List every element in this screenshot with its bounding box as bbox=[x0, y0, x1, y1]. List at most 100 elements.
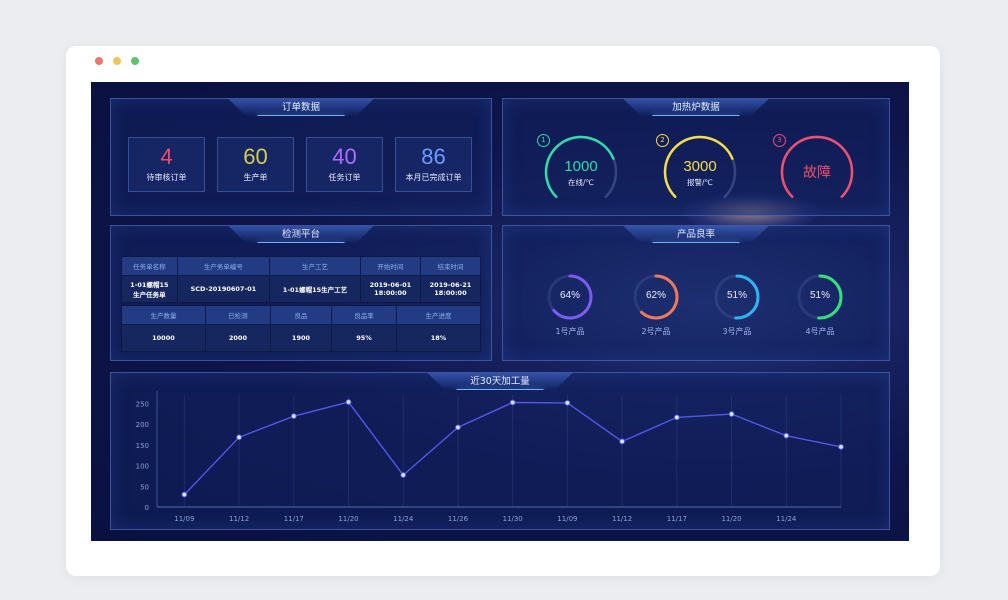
yield-percent: 62% bbox=[645, 290, 666, 301]
order-stat-card: 86 本月已完成订单 bbox=[395, 137, 472, 192]
x-tick-label: 11/26 bbox=[448, 515, 469, 523]
data-point bbox=[345, 399, 352, 405]
furnace-gauge: 1 1000 在线/℃ bbox=[537, 132, 621, 207]
ring-fill bbox=[640, 274, 679, 320]
order-stat-card: 60 生产单 bbox=[217, 137, 294, 192]
x-tick-label: 11/09 bbox=[557, 515, 577, 523]
ring-fill bbox=[817, 274, 843, 320]
minimize-dot-icon[interactable] bbox=[113, 57, 121, 65]
yield-percent: 64% bbox=[559, 290, 580, 301]
x-tick-label: 11/30 bbox=[503, 515, 523, 523]
maximize-dot-icon[interactable] bbox=[131, 57, 139, 65]
data-point bbox=[838, 443, 844, 450]
orders-panel: 订单数据 4 待审核订单 60 生产单 40 任务订单 86 本月已完成订单 bbox=[110, 98, 492, 216]
order-stat-value: 86 bbox=[421, 144, 446, 169]
processing-line-chart: 0 50 100 150 200 250 11/09 11/12 11/17 11/20 11/24… bbox=[136, 391, 844, 523]
inspection-panel: 检测平台 任务单名称 生产务单编号 生产工艺 开始时间 结束时间 1-01螺帽15 生产任… bbox=[110, 225, 492, 361]
data-point bbox=[236, 434, 242, 441]
gauge-index-badge: 3 bbox=[773, 134, 786, 147]
furnace-gauge: 2 3000 报警/℃ bbox=[656, 132, 740, 207]
gauge-fill bbox=[780, 135, 854, 198]
order-stat-card: 40 任务订单 bbox=[306, 137, 383, 192]
data-point bbox=[564, 399, 571, 406]
y-tick-label: 0 bbox=[145, 504, 149, 512]
table-value-cell: 1-01螺帽15生产工艺 bbox=[269, 275, 361, 303]
table-value-cell: 1900 bbox=[269, 324, 332, 352]
table-header-cell: 生产工艺 bbox=[269, 256, 361, 276]
table-header-cell: 开始时间 bbox=[359, 256, 421, 276]
table-header-cell: 已检测 bbox=[204, 305, 271, 325]
order-stat-label: 生产单 bbox=[243, 173, 268, 182]
y-tick-label: 100 bbox=[136, 463, 149, 471]
table-value-cell: 10000 bbox=[121, 324, 206, 352]
yield-percent: 51% bbox=[726, 290, 747, 301]
yield-ring: 51% bbox=[795, 272, 845, 322]
table-header-cell: 生产数量 bbox=[121, 305, 206, 325]
order-stat-label: 本月已完成订单 bbox=[405, 173, 462, 182]
yield-panel: 产品良率 64% 1号产品 62% 2号产品 51% 3号产品 51% 4号产品 bbox=[502, 225, 890, 361]
table-value-cell: 2019-06-21 18:00:00 bbox=[419, 275, 482, 303]
gauge-value: 故障 bbox=[803, 165, 831, 181]
gauge-value: 1000 bbox=[564, 158, 598, 175]
inspection-table-top: 任务单名称 生产务单编号 生产工艺 开始时间 结束时间 1-01螺帽15 生产任务单 SCD… bbox=[121, 256, 482, 303]
table-header-cell: 良品 bbox=[269, 305, 332, 325]
yield-ring: 64% bbox=[545, 272, 595, 322]
gauge-label: 在线/℃ bbox=[568, 178, 594, 187]
yield-ring: 51% bbox=[712, 272, 762, 322]
data-point bbox=[673, 414, 680, 421]
yield-ring-arc bbox=[714, 274, 760, 320]
inspection-table-bottom: 生产数量 已检测 良品 良品率 生产进度 10000 2000 1900 95% 18% bbox=[121, 305, 481, 352]
order-stat-value: 60 bbox=[243, 144, 268, 169]
yield-ring: 62% bbox=[631, 272, 681, 322]
gauge-label: 报警/℃ bbox=[687, 178, 713, 187]
data-point bbox=[455, 424, 461, 431]
close-dot-icon[interactable] bbox=[95, 57, 103, 65]
gauge-value: 3000 bbox=[683, 158, 717, 175]
yield-ring-arc bbox=[797, 274, 843, 320]
data-point bbox=[181, 491, 188, 498]
chart-title: 近30天加工量 bbox=[427, 373, 573, 390]
gauge-fill bbox=[544, 135, 615, 198]
data-point bbox=[783, 432, 790, 439]
furnace-panel: 加热炉数据 1 1000 在线/℃ 2 3000 报警/℃ 3 故障 bbox=[502, 98, 890, 216]
yield-ring-arc bbox=[633, 274, 679, 320]
x-tick-label: 11/20 bbox=[721, 515, 741, 523]
y-tick-label: 200 bbox=[136, 421, 149, 429]
yield-percent: 51% bbox=[809, 290, 830, 301]
order-stat-label: 待审核订单 bbox=[146, 173, 187, 182]
x-tick-label: 11/24 bbox=[393, 515, 414, 523]
table-value-cell: 1-01螺帽15 生产任务单 bbox=[121, 275, 178, 303]
x-tick-label: 11/24 bbox=[776, 515, 797, 523]
x-tick-label: 11/12 bbox=[612, 515, 632, 523]
data-point bbox=[509, 399, 516, 406]
table-value-cell: 18% bbox=[396, 324, 481, 352]
ring-fill bbox=[552, 274, 593, 320]
order-stat-value: 4 bbox=[160, 144, 173, 169]
data-point bbox=[290, 413, 297, 420]
gauge-index-badge: 2 bbox=[656, 134, 669, 147]
yield-ring-arc bbox=[547, 274, 593, 320]
y-tick-label: 250 bbox=[136, 400, 149, 408]
table-header-cell: 良品率 bbox=[330, 305, 398, 325]
x-tick-label: 11/09 bbox=[174, 515, 194, 523]
gauge-fill bbox=[663, 135, 734, 198]
orders-panel-title: 订单数据 bbox=[228, 99, 374, 116]
inspection-panel-title: 检测平台 bbox=[228, 226, 374, 243]
order-stat-value: 40 bbox=[332, 144, 357, 169]
gauge-arc bbox=[544, 135, 618, 198]
yield-product-label: 3号产品 bbox=[722, 327, 752, 336]
table-value-cell: 2000 bbox=[204, 324, 271, 352]
furnace-gauge: 3 故障 bbox=[773, 132, 857, 207]
x-tick-label: 11/17 bbox=[667, 515, 687, 523]
table-header-cell: 生产务单编号 bbox=[176, 256, 271, 276]
yield-product-label: 4号产品 bbox=[805, 327, 835, 336]
data-point bbox=[728, 411, 735, 417]
order-stat-card: 4 待审核订单 bbox=[128, 137, 205, 192]
gauge-arc bbox=[663, 135, 737, 198]
yield-product-label: 2号产品 bbox=[641, 327, 671, 336]
yield-panel-title: 产品良率 bbox=[623, 226, 769, 243]
y-tick-label: 150 bbox=[136, 442, 149, 450]
gauge-arc bbox=[780, 135, 854, 198]
